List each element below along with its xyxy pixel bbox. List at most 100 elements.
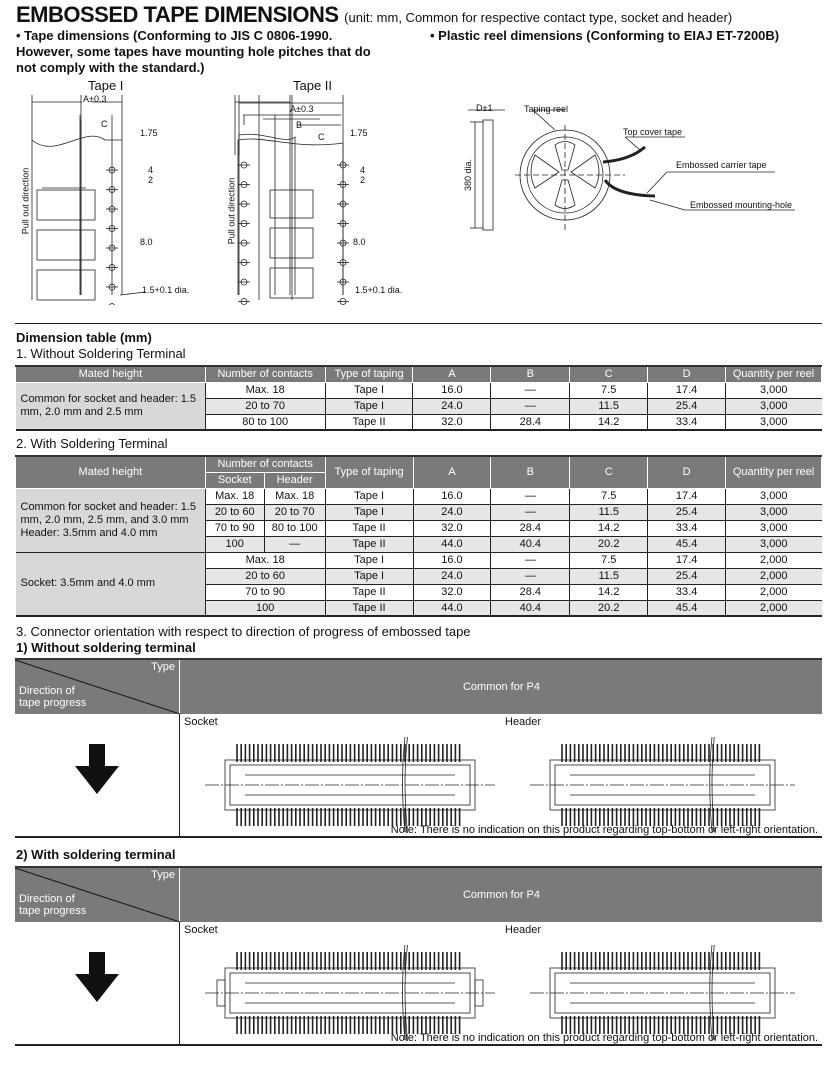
table-cell: 33.4 [647,584,726,601]
table-cell: 32.0 [412,520,491,537]
col-header: Header [263,471,326,489]
table-cell: Tape II [324,520,414,537]
orientation-body: Socket Header Note: There is no indicati… [15,922,822,1046]
col-c: C [569,455,649,489]
tape2-body [237,95,349,305]
tape1-dim-a: A±0.3 [83,94,107,104]
arrow-down-icon [75,952,119,1002]
col-contacts: Number of contacts [204,455,326,473]
label-embossed-carrier-tape: Embossed carrier tape [676,160,767,170]
table-cell: 3,000 [725,414,822,431]
label-embossed-mounting-hole: Embossed mounting-hole [690,200,793,210]
col-d: D [647,365,727,383]
table-cell: 14.2 [569,584,648,601]
table-cell: 20 to 60 [204,568,326,585]
table-subheader-row: Socket Header [16,471,822,489]
table-cell: 2,000 [725,568,822,585]
section1-title: 1. Without Soldering Terminal [16,346,186,361]
table-cell: 20.2 [569,600,648,617]
table-cell: 17.4 [647,551,726,569]
table-row: 100 Tape II 44.0 40.4 20.2 45.4 2,000 [16,600,822,617]
table-cell: 25.4 [647,504,726,521]
table-cell: 3,000 [725,536,822,553]
reel-diagram [468,109,795,231]
table-cell: Max. 18 [263,488,326,505]
table-cell: 28.4 [490,520,570,537]
table-cell: 45.4 [647,536,726,553]
connector-soldering-drawing [205,944,495,1041]
table-cell: 3,000 [725,382,822,399]
tape2-dim-a: A±0.3 [290,104,314,114]
col-mated-height: Mated height [15,365,206,383]
table-cell: Tape I [324,382,413,399]
table-cell: Tape I [324,488,414,505]
table-cell: 16.0 [412,382,491,399]
table-cell: Tape I [324,568,414,585]
reel-dimensions-bullet: • Plastic reel dimensions (Conforming to… [430,28,780,43]
table-cell: 20 to 70 [263,504,326,521]
table-cell: Tape I [324,398,413,415]
table-cell: — [490,551,570,569]
diagonal-line [15,660,180,714]
table-cell: Tape II [324,536,414,553]
table-cell: 3,000 [725,504,822,521]
table-cell: 33.4 [647,414,726,431]
table-cell: 7.5 [569,382,648,399]
reel-dim-d: D±1 [476,103,493,113]
tape-dimensions-bullet: • Tape dimensions (Conforming to JIS C 0… [16,28,416,76]
col-b: B [490,455,571,489]
table-row: 100— Tape II 44.0 40.4 20.2 45.4 3,000 [16,536,822,553]
table-cell: — [490,382,570,399]
table-cell: 70 to 90 [204,520,265,537]
bullet-line: • Tape dimensions (Conforming to JIS C 0… [16,28,333,43]
table-cell: 44.0 [412,536,491,553]
table-cell: — [490,504,570,521]
header-corner-cell: Type Direction of tape progress [15,868,180,922]
label-top-cover-tape: Top cover tape [623,127,683,137]
tape1-dim-175: 1.75 [140,128,158,138]
table-cell: 70 to 90 [204,584,326,601]
table-row: Socket: 3.5mm and 4.0 mm Max. 18 Tape I 16.… [15,551,822,617]
section2-title: 2. With Soldering Terminal [16,436,168,451]
table-cell: 20 to 70 [204,398,326,415]
table-cell: Max. 18 [204,488,265,505]
direction-label: Direction of tape progress [19,685,87,709]
direction-label: Direction of tape progress [19,893,87,917]
table-cell: 3,000 [725,488,822,505]
col-taping: Type of taping [324,455,414,489]
socket-drawing [205,940,495,1055]
direction-cell [15,922,180,1046]
connector-drawing [205,736,495,833]
table-cell: Tape I [324,504,414,521]
table-row: Common for socket and header: 1.5 mm, 2.… [15,488,822,553]
table-cell: 25.4 [647,398,726,415]
col-qty: Quantity per reel [725,365,822,383]
orientation-sub1-title: 1) Without soldering terminal [16,640,196,655]
table-cell: Tape II [324,600,414,617]
mated-height-group: Common for socket and header: 1.5 mm, 2.… [15,488,206,553]
tape2-dim-2: 2 [360,175,366,185]
tape2-dim-175: 1.75 [350,128,368,138]
tape1-dim-8: 8.0 [140,237,153,247]
orientation-table-without-terminal: Type Direction of tape progress Common f… [15,658,822,838]
col-a: A [412,455,492,489]
table-cell: 80 to 100 [263,520,326,537]
header-drawing [530,732,795,847]
diagonal-line [15,868,180,922]
table-cell: 16.0 [412,551,491,569]
tape2-dim-c: C [318,132,325,142]
table-cell: 25.4 [647,568,726,585]
col-contacts: Number of contacts [204,365,326,383]
table-cell: 100 [204,600,326,617]
col-mated-height: Mated height [15,455,206,489]
table-cell: 2,000 [725,600,822,617]
table-cell: 33.4 [647,520,726,537]
tape1-title: Tape I [88,78,124,93]
bullet-line: However, some tapes have mounting hole p… [16,44,371,59]
table-cell: 32.0 [412,414,491,431]
header-label: Header [505,716,542,728]
col-a: A [412,365,492,383]
type-label: Type [151,661,175,673]
socket-label: Socket [184,716,218,728]
table-row: 70 to 90 80 to 100 Tape II 32.0 28.4 14.2 33.4… [16,520,822,537]
